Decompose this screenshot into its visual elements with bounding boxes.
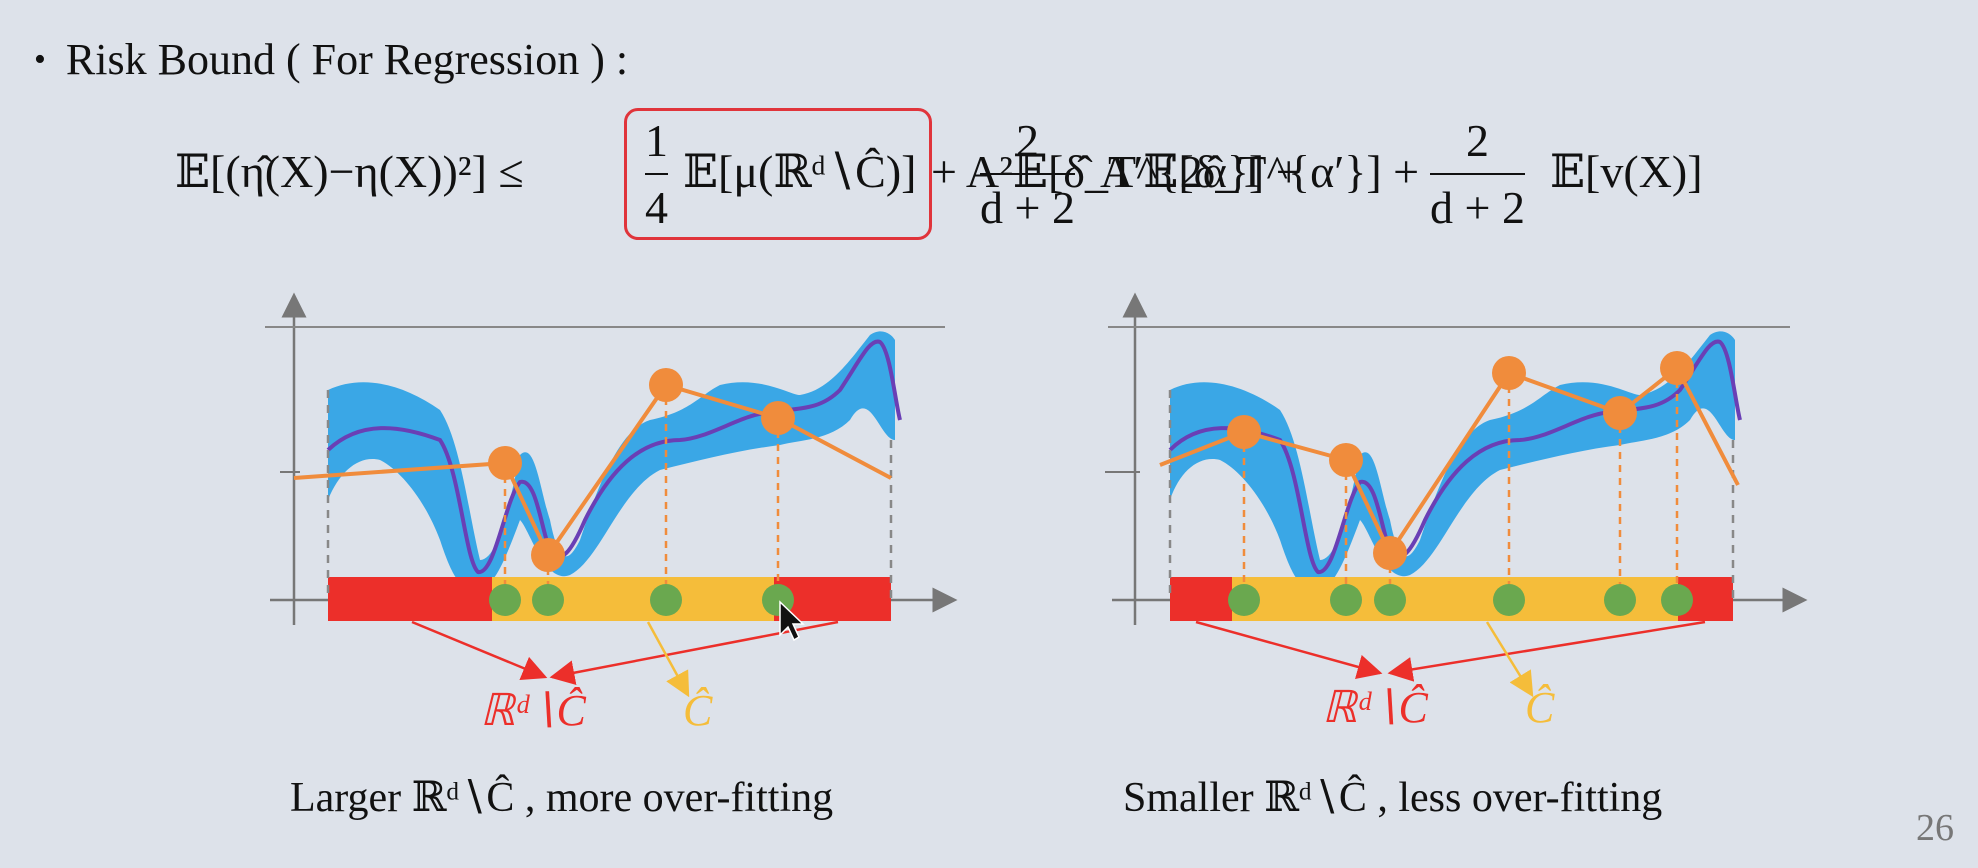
frac-numerator: 2 bbox=[1015, 115, 1039, 166]
formula-lhs: 𝔼[(η̂(X)−η(X))²] ≤ bbox=[175, 146, 524, 197]
right-yellow-arrow bbox=[1485, 621, 1534, 698]
right-caption: Smaller ℝᵈ∖Ĉ , less over-fitting bbox=[1123, 775, 1663, 821]
left-complement-label: ℝᵈ∖Ĉ bbox=[480, 686, 587, 735]
fraction-one-quarter: 1 4 bbox=[645, 114, 668, 234]
left-true-curve bbox=[326, 339, 902, 574]
frac-numerator: 1 bbox=[645, 115, 668, 166]
left-yellow-arrow bbox=[646, 621, 690, 698]
left-boundary-lines bbox=[326, 390, 893, 600]
left-sample-points bbox=[489, 584, 794, 616]
bullet-icon: • bbox=[34, 40, 46, 78]
right-panel: ℝᵈ∖Ĉ Ĉ bbox=[1105, 292, 1808, 732]
mouse-cursor-icon bbox=[779, 600, 805, 642]
fraction-two-over-d: 2 d + 2 bbox=[980, 114, 1075, 234]
formula-term4: 𝔼[v(X)] bbox=[1550, 146, 1703, 197]
frac-numerator: 2 bbox=[1465, 115, 1489, 166]
frac-bar bbox=[980, 173, 1075, 175]
right-boundary-lines bbox=[1168, 390, 1735, 600]
heading: • Risk Bound ( For Regression ) : bbox=[34, 34, 628, 85]
formula-term3: A′𝔼[δ̂_T^{α′}] + bbox=[1100, 146, 1420, 197]
right-sample-points bbox=[1228, 584, 1693, 616]
left-caption: Larger ℝᵈ∖Ĉ , more over-fitting bbox=[290, 775, 834, 821]
right-c-label: Ĉ bbox=[1525, 683, 1555, 732]
right-c-region bbox=[1232, 577, 1678, 621]
frac-bar bbox=[1430, 173, 1525, 175]
left-fitted-curve bbox=[293, 382, 892, 559]
page-number: 26 bbox=[1916, 807, 1954, 849]
left-red-arrow-1 bbox=[411, 620, 548, 680]
left-c-label: Ĉ bbox=[683, 686, 713, 735]
formula-term1: 𝔼[μ(ℝᵈ∖Ĉ)] bbox=[683, 146, 917, 197]
right-red-arrow-1 bbox=[1195, 620, 1383, 680]
frac-denominator: 4 bbox=[645, 182, 668, 233]
highlight-box bbox=[624, 108, 932, 240]
risk-bound-formula: 𝔼[(η̂(X)−η(X))²] ≤ 1 4 𝔼[μ(ℝᵈ∖Ĉ)] + A²𝔼[… bbox=[175, 108, 1895, 248]
left-dropdown-lines bbox=[503, 385, 780, 600]
heading-text: Risk Bound ( For Regression ) : bbox=[65, 35, 629, 84]
frac-bar bbox=[645, 173, 668, 175]
formula-term2: + A²𝔼[δ̂_T^{2α}] + bbox=[931, 146, 1302, 197]
left-fit-points bbox=[488, 368, 795, 572]
frac-denominator: d + 2 bbox=[1430, 182, 1525, 233]
frac-denominator: d + 2 bbox=[980, 182, 1075, 233]
fraction-two-over-d-second: 2 d + 2 bbox=[1430, 114, 1525, 234]
right-complement-label: ℝᵈ∖Ĉ bbox=[1322, 683, 1429, 732]
right-fit-points bbox=[1227, 351, 1694, 570]
right-red-arrow-2 bbox=[1387, 620, 1706, 682]
left-panel: ℝᵈ∖Ĉ Ĉ bbox=[265, 292, 958, 735]
